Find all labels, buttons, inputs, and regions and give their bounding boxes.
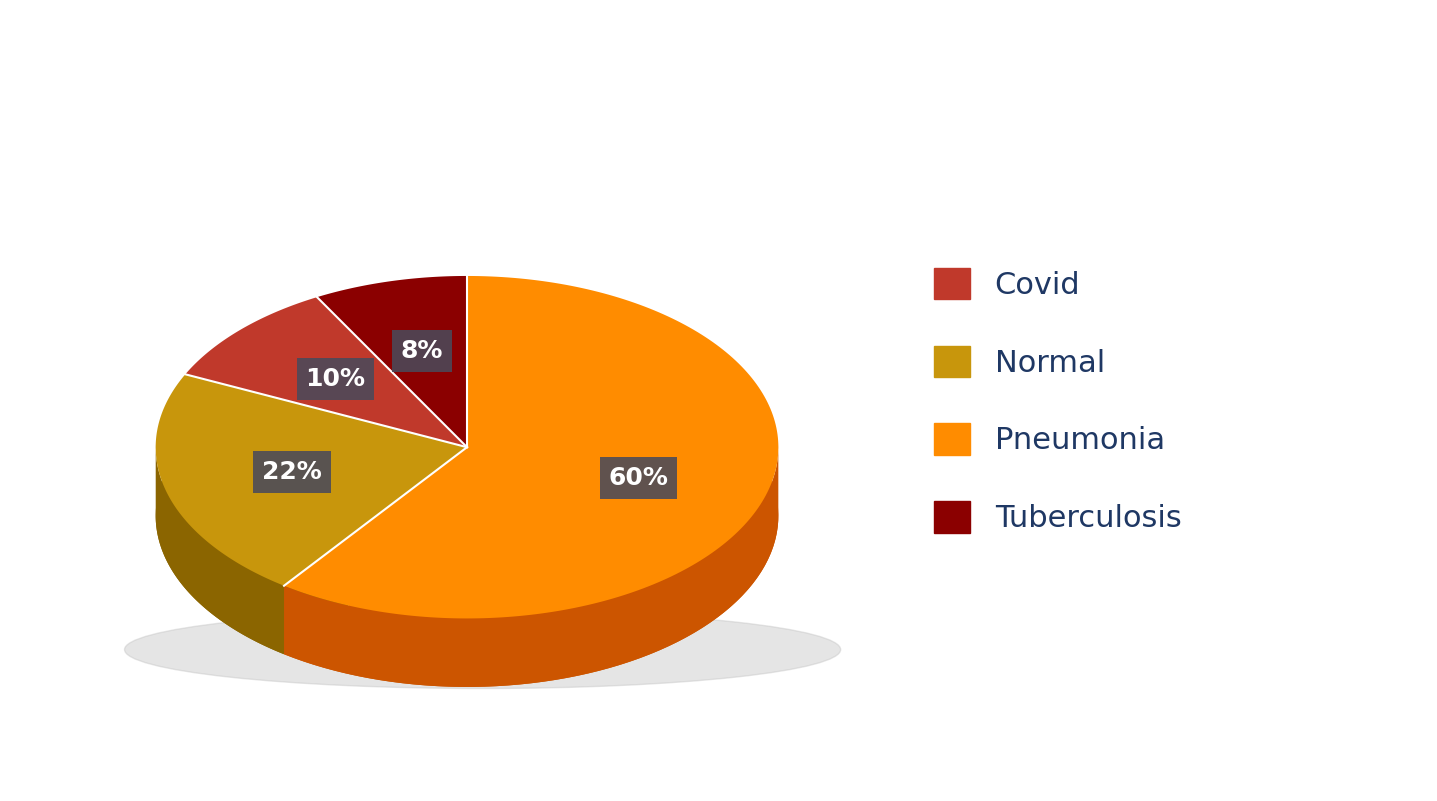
Polygon shape [185,297,467,447]
Text: 8%: 8% [401,339,443,363]
Text: 10%: 10% [306,367,365,391]
Legend: Covid, Normal, Pneumonia, Tuberculosis: Covid, Normal, Pneumonia, Tuberculosis [934,268,1181,533]
Polygon shape [285,445,779,687]
Text: 22%: 22% [262,460,322,484]
Polygon shape [318,276,467,447]
Polygon shape [155,374,467,586]
Polygon shape [155,445,285,654]
Polygon shape [155,443,467,654]
Text: 60%: 60% [609,466,668,490]
Polygon shape [285,344,779,687]
Ellipse shape [125,610,841,689]
Polygon shape [285,276,779,618]
